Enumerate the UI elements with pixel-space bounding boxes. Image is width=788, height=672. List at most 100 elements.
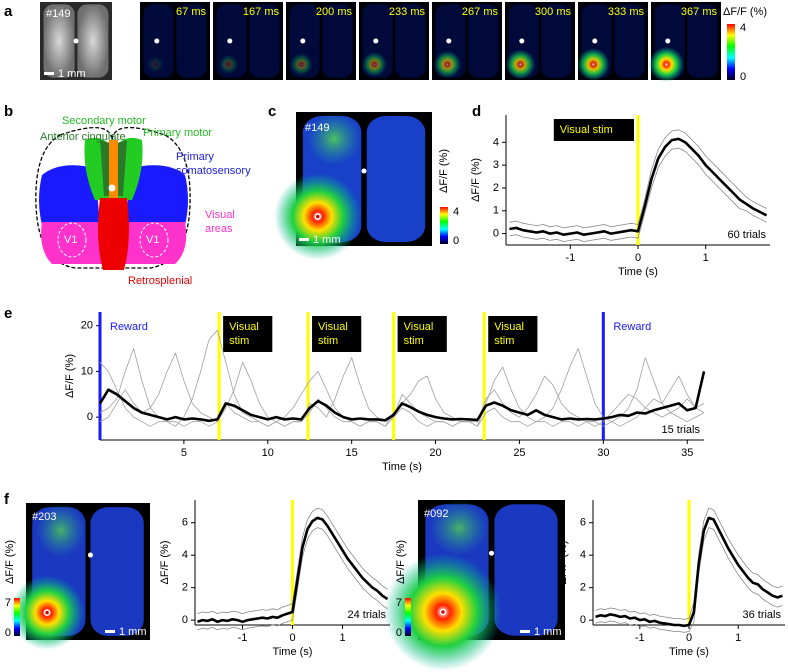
bregma-dot (373, 38, 379, 44)
y-axis-label: ΔF/F (%) (557, 540, 569, 584)
activity-hotspot (648, 46, 684, 82)
mouse-id: #149 (305, 122, 329, 134)
activity-hotspot (362, 52, 387, 77)
colorbar-min: 0 (5, 627, 11, 639)
stim-site (43, 609, 51, 616)
area-label: areas (205, 223, 233, 235)
cortex-hemisphere (90, 507, 144, 636)
area-label: Primary (176, 151, 214, 163)
panel-label: f (4, 491, 10, 508)
cortex-hemisphere (322, 4, 353, 78)
trial-count: 60 trials (727, 229, 766, 241)
cortex-hemisphere (77, 4, 109, 78)
frame-time: 300 ms (535, 6, 572, 18)
y-tick-label: 1 (493, 205, 499, 217)
y-axis-label: ΔF/F (%) (64, 354, 76, 398)
stim-site (439, 608, 447, 616)
activity-hotspot (577, 48, 610, 81)
x-tick-label: 15 (346, 447, 358, 459)
event-label: stim (494, 335, 514, 347)
cortex-hemisphere (43, 4, 75, 78)
colorbar (14, 598, 20, 636)
bregma-dot (489, 550, 494, 556)
y-tick-label: 10 (81, 365, 93, 377)
panel-label: a (4, 3, 13, 20)
x-tick-label: -1 (635, 632, 645, 644)
cortex-hemisphere (541, 4, 572, 78)
y-tick-label: 2 (182, 582, 188, 594)
frame-time: 200 ms (316, 6, 353, 18)
event-label-box (397, 316, 447, 352)
cortex-hemisphere (468, 4, 499, 78)
data-line (509, 137, 768, 236)
panel-label: c (268, 103, 276, 120)
frame-time: 333 ms (608, 6, 645, 18)
x-axis-label: Time (s) (618, 266, 658, 278)
frame-time: 167 ms (243, 6, 280, 18)
y-tick-label: 4 (182, 549, 188, 561)
colorbar-max: 7 (396, 597, 402, 609)
x-tick-label: 5 (181, 447, 187, 459)
y-axis-label: ΔF/F (%) (159, 540, 171, 584)
colorbar-min: 0 (396, 627, 402, 639)
x-tick-label: 35 (681, 447, 693, 459)
cortex-hemisphere (614, 4, 645, 78)
y-tick-label: 4 (580, 549, 586, 561)
data-line (595, 527, 783, 633)
area-label: V1 (146, 234, 159, 246)
y-tick-label: 2 (493, 182, 499, 194)
event-label-box (223, 316, 273, 352)
y-axis-label: ΔF/F (%) (470, 158, 482, 202)
area-label: V1 (64, 234, 77, 246)
x-tick-label: 1 (735, 632, 741, 644)
panel-label: b (4, 103, 13, 120)
data-line (99, 348, 705, 427)
scale-bar (520, 630, 530, 633)
bregma-dot (108, 184, 116, 192)
activity-hotspot (505, 49, 536, 80)
v1-outline (57, 222, 87, 258)
stim-site (314, 213, 322, 220)
cortex-hemisphere (176, 4, 207, 78)
x-tick-label: 0 (289, 632, 295, 644)
cingulate-area (100, 140, 127, 196)
colorbar-max: 4 (453, 206, 459, 218)
cortex-hemisphere (494, 504, 558, 636)
x-tick-label: 1 (339, 632, 345, 644)
y-tick-label: 20 (81, 320, 93, 332)
event-label: Visual (404, 321, 434, 333)
event-label: Reward (613, 321, 651, 333)
scale-bar (44, 72, 54, 75)
x-axis-label: Time (s) (382, 461, 422, 473)
mouse-id: #092 (424, 508, 448, 520)
scale-bar-label: 1 mm (119, 626, 147, 638)
colorbar (440, 207, 448, 244)
bregma-dot (446, 38, 452, 44)
y-tick-label: 0 (182, 614, 188, 626)
frame-time: 267 ms (462, 6, 499, 18)
bregma-dot (73, 38, 79, 44)
event-label: stim (404, 335, 424, 347)
event-label: stim (318, 335, 338, 347)
data-line (99, 329, 705, 427)
x-tick-label: -1 (238, 632, 248, 644)
x-axis-label: Time (s) (273, 646, 313, 658)
scale-bar-label: 1 mm (534, 626, 562, 638)
bregma-dot (361, 168, 367, 174)
x-tick-label: 30 (597, 447, 609, 459)
activity-front (306, 112, 362, 166)
area-label: somatosensory (176, 165, 251, 177)
x-tick-label: 1 (703, 252, 709, 264)
bregma-dot (227, 38, 233, 44)
data-line (595, 516, 783, 628)
bregma-dot (154, 38, 160, 44)
x-tick-label: 20 (429, 447, 441, 459)
colorbar-max: 7 (5, 597, 11, 609)
event-label-box (553, 119, 634, 141)
trial-count: 36 trials (742, 609, 781, 621)
somatosensory-area (126, 165, 188, 225)
mouse-id: #203 (32, 511, 56, 523)
cortex-diagram (35, 126, 191, 270)
retrosplenial-area (98, 198, 129, 270)
